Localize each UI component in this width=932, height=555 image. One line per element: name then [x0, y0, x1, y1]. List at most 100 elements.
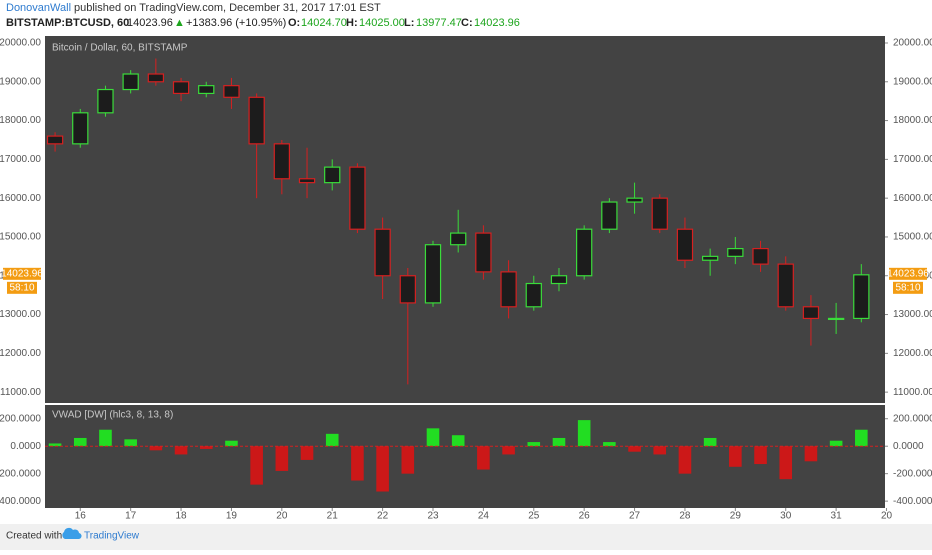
histogram-bar — [804, 446, 818, 462]
candle-body — [349, 166, 366, 230]
histogram-bar — [351, 446, 364, 481]
y-tick-label-left: 200.0000 — [0, 413, 41, 424]
x-tick-label: 25 — [528, 511, 540, 522]
histogram-bar — [855, 429, 868, 447]
l-label: L: — [404, 17, 414, 29]
y-tick-label-left: 0.0000 — [10, 441, 41, 452]
candle-body — [298, 178, 316, 184]
histogram-bar — [199, 446, 213, 449]
histogram-bar — [149, 446, 163, 451]
y-tick-label-left: 17000.00 — [0, 154, 41, 165]
candle-body — [802, 306, 820, 320]
histogram-bar — [779, 446, 793, 480]
countdown-bg — [893, 281, 923, 294]
y-tick-label-left: 11000.00 — [0, 387, 41, 398]
candle-body — [727, 247, 744, 257]
footer-bg — [0, 524, 932, 550]
y-tick-label-right: 18000.00 — [893, 115, 932, 126]
change: +1383.96 (+10.95%) — [186, 17, 286, 29]
author[interactable]: DonovanWall — [6, 2, 71, 14]
y-tick-label-left: 18000.00 — [0, 115, 41, 126]
histogram-bar — [829, 440, 843, 447]
y-tick-label-left: -200.0000 — [0, 468, 41, 479]
histogram-bar — [502, 446, 515, 455]
y-tick-label-right: 13000.00 — [893, 309, 932, 320]
histogram-bar — [325, 433, 339, 447]
candle-body — [475, 232, 492, 273]
histogram-bar — [678, 446, 692, 474]
candle-body — [424, 244, 442, 304]
candle-body — [752, 247, 769, 265]
price-tag: 14023.96 — [1, 268, 43, 279]
countdown: 58:10 — [895, 282, 920, 293]
histogram-bar — [99, 429, 112, 447]
price-title: Bitcoin / Dollar, 60, BITSTAMP — [52, 43, 188, 54]
candle-body — [248, 96, 265, 145]
candle-body — [827, 317, 845, 321]
histogram-bar — [451, 435, 465, 447]
price-tag-bg — [3, 267, 41, 280]
histogram-bar — [754, 446, 767, 465]
histogram-bar — [174, 446, 188, 455]
candle-body — [550, 275, 568, 285]
histogram-bar — [124, 439, 137, 447]
x-tick-label: 22 — [377, 511, 389, 522]
published: published on TradingView.com, December 3… — [74, 2, 381, 14]
y-tick-label-right: 12000.00 — [893, 348, 932, 359]
histogram-bar — [275, 446, 289, 471]
candle-body — [198, 85, 215, 95]
created: Created with — [6, 531, 62, 542]
y-tick-label-left: 16000.00 — [0, 193, 41, 204]
x-tick-label: 28 — [679, 511, 691, 522]
open: 14024.70 — [301, 17, 347, 29]
candle-body — [777, 263, 794, 308]
candle-body — [853, 274, 870, 320]
last-price: 14023.96 — [127, 17, 173, 29]
c-label: C: — [461, 17, 473, 29]
countdown: 58:10 — [9, 282, 34, 293]
histogram-bar — [603, 442, 616, 447]
h-label: H: — [346, 17, 358, 29]
candle-body — [172, 81, 190, 95]
candle-body — [626, 197, 643, 203]
candle-body — [273, 143, 290, 180]
candle-body — [500, 271, 517, 308]
histogram-bar — [401, 446, 415, 474]
histogram-bar — [552, 437, 566, 447]
y-tick-label-right: 200.0000 — [893, 413, 932, 424]
histogram-bar — [376, 446, 389, 492]
histogram-bar — [250, 446, 263, 485]
brand[interactable]: TradingView — [84, 531, 140, 542]
candle-body — [122, 73, 139, 91]
y-tick-label-left: 15000.00 — [0, 232, 41, 243]
histogram-bar — [426, 428, 440, 447]
countdown-bg — [7, 281, 37, 294]
y-tick-label-right: 19000.00 — [893, 76, 932, 87]
high: 14025.00 — [359, 17, 405, 29]
y-tick-label-left: 19000.00 — [0, 76, 41, 87]
candle-body — [399, 275, 416, 304]
histogram-bar — [527, 442, 541, 447]
y-tick-label-right: 20000.00 — [893, 38, 932, 49]
x-tick-label: 29 — [730, 511, 742, 522]
y-tick-label-right: 15000.00 — [893, 232, 932, 243]
x-tick-label: 26 — [579, 511, 591, 522]
price-tag: 14023.96 — [887, 268, 929, 279]
x-tick-label: 18 — [175, 511, 187, 522]
histogram-bar — [628, 446, 641, 452]
y-tick-label-left: -400.0000 — [0, 496, 41, 507]
indicator-title: VWAD [DW] (hlc3, 8, 13, 8) — [52, 410, 173, 421]
close: 14023.96 — [474, 17, 520, 29]
y-tick-label-right: -400.0000 — [893, 496, 932, 507]
y-tick-label-right: 0.0000 — [893, 441, 924, 452]
candle-body — [46, 135, 64, 145]
histogram-bar — [48, 443, 62, 447]
x-tick-label: 21 — [327, 511, 339, 522]
y-tick-label-right: 16000.00 — [893, 193, 932, 204]
price-tag-bg — [889, 267, 927, 280]
histogram-bar — [477, 446, 490, 470]
candle-body — [651, 197, 668, 230]
candle-body — [72, 112, 89, 145]
